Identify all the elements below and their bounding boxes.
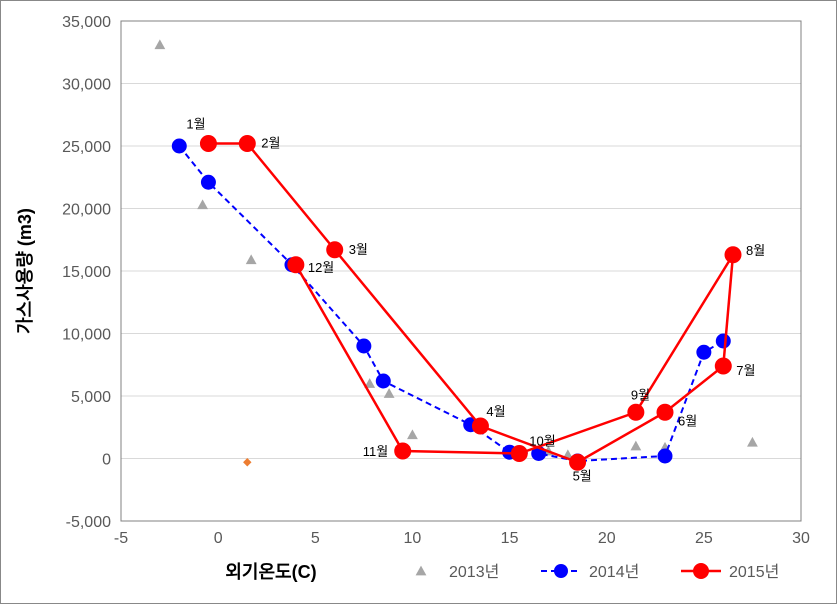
point-label: 11월 [363, 444, 388, 459]
point-label: 6월 [678, 413, 697, 428]
marker-2015년 [395, 443, 411, 459]
triangle-marker [384, 388, 395, 398]
y-tick-label: 10,000 [62, 327, 111, 344]
legend-label: 2014년 [589, 563, 639, 581]
legend-marker [693, 563, 709, 579]
chart-container: -5 0 5 10 15 20 25 30 -5,000 0 5,000 10,000 15,000 20… [0, 0, 837, 604]
marker-2014년 [658, 449, 672, 463]
y-tick-label: 20,000 [62, 202, 111, 219]
triangle-marker [416, 566, 427, 576]
marker-2015년 [657, 404, 673, 420]
series-line-2015년 [208, 144, 733, 463]
y-tick-label: -5,000 [66, 514, 111, 531]
marker-2014년 [357, 339, 371, 353]
marker-2014년 [376, 374, 390, 388]
marker-2015년 [327, 242, 343, 258]
point-label: 1월 [186, 117, 205, 132]
x-tick-label: 20 [598, 530, 616, 547]
point-label: 5월 [573, 468, 592, 483]
y-tick-label: 5,000 [71, 389, 111, 406]
x-tick-label: 30 [792, 530, 810, 547]
marker-2015년 [511, 446, 527, 462]
point-label: 12월 [308, 260, 334, 275]
y-tick-label: 35,000 [62, 14, 111, 31]
marker-2015년 [288, 257, 304, 273]
y-tick-label: 0 [102, 452, 111, 469]
marker-2014년 [716, 334, 730, 348]
x-tick-label: 25 [695, 530, 713, 547]
point-label: 2월 [261, 136, 280, 151]
marker-2015년 [200, 136, 216, 152]
y-axis-title: 가스사용량 (m3) [15, 208, 35, 334]
marker-2015년 [725, 247, 741, 263]
point-label: 7월 [736, 363, 755, 378]
point-label: 4월 [486, 404, 505, 419]
point-label: 9월 [631, 387, 650, 402]
marker-2015년 [239, 136, 255, 152]
point-label: 3월 [349, 242, 368, 257]
point-label: 10월 [529, 434, 555, 449]
y-tick-label: 15,000 [62, 264, 111, 281]
y-tick-label: 30,000 [62, 77, 111, 94]
diamond-marker [243, 458, 251, 466]
x-tick-label: 5 [311, 530, 320, 547]
x-axis-title: 외기온도(C) [225, 562, 316, 582]
marker-2014년 [697, 345, 711, 359]
chart-svg: -5 0 5 10 15 20 25 30 -5,000 0 5,000 10,000 15,000 20… [1, 1, 837, 605]
triangle-marker [630, 441, 641, 451]
x-tick-label: 10 [404, 530, 422, 547]
point-label: 8월 [746, 243, 765, 258]
marker-2014년 [201, 175, 215, 189]
x-tick-label: 15 [501, 530, 519, 547]
triangle-marker [246, 254, 257, 264]
marker-2015년 [472, 418, 488, 434]
x-tick-label: 0 [214, 530, 223, 547]
triangle-marker [747, 437, 758, 447]
marker-2014년 [172, 139, 186, 153]
y-tick-label: 25,000 [62, 139, 111, 156]
legend-label: 2013년 [449, 563, 499, 581]
x-tick-label: -5 [114, 530, 128, 547]
legend-label: 2015년 [729, 563, 779, 581]
marker-2015년 [715, 358, 731, 374]
marker-2015년 [628, 404, 644, 420]
legend-marker [554, 564, 568, 578]
triangle-marker [407, 429, 418, 439]
triangle-marker [197, 199, 208, 209]
triangle-marker [154, 39, 165, 49]
